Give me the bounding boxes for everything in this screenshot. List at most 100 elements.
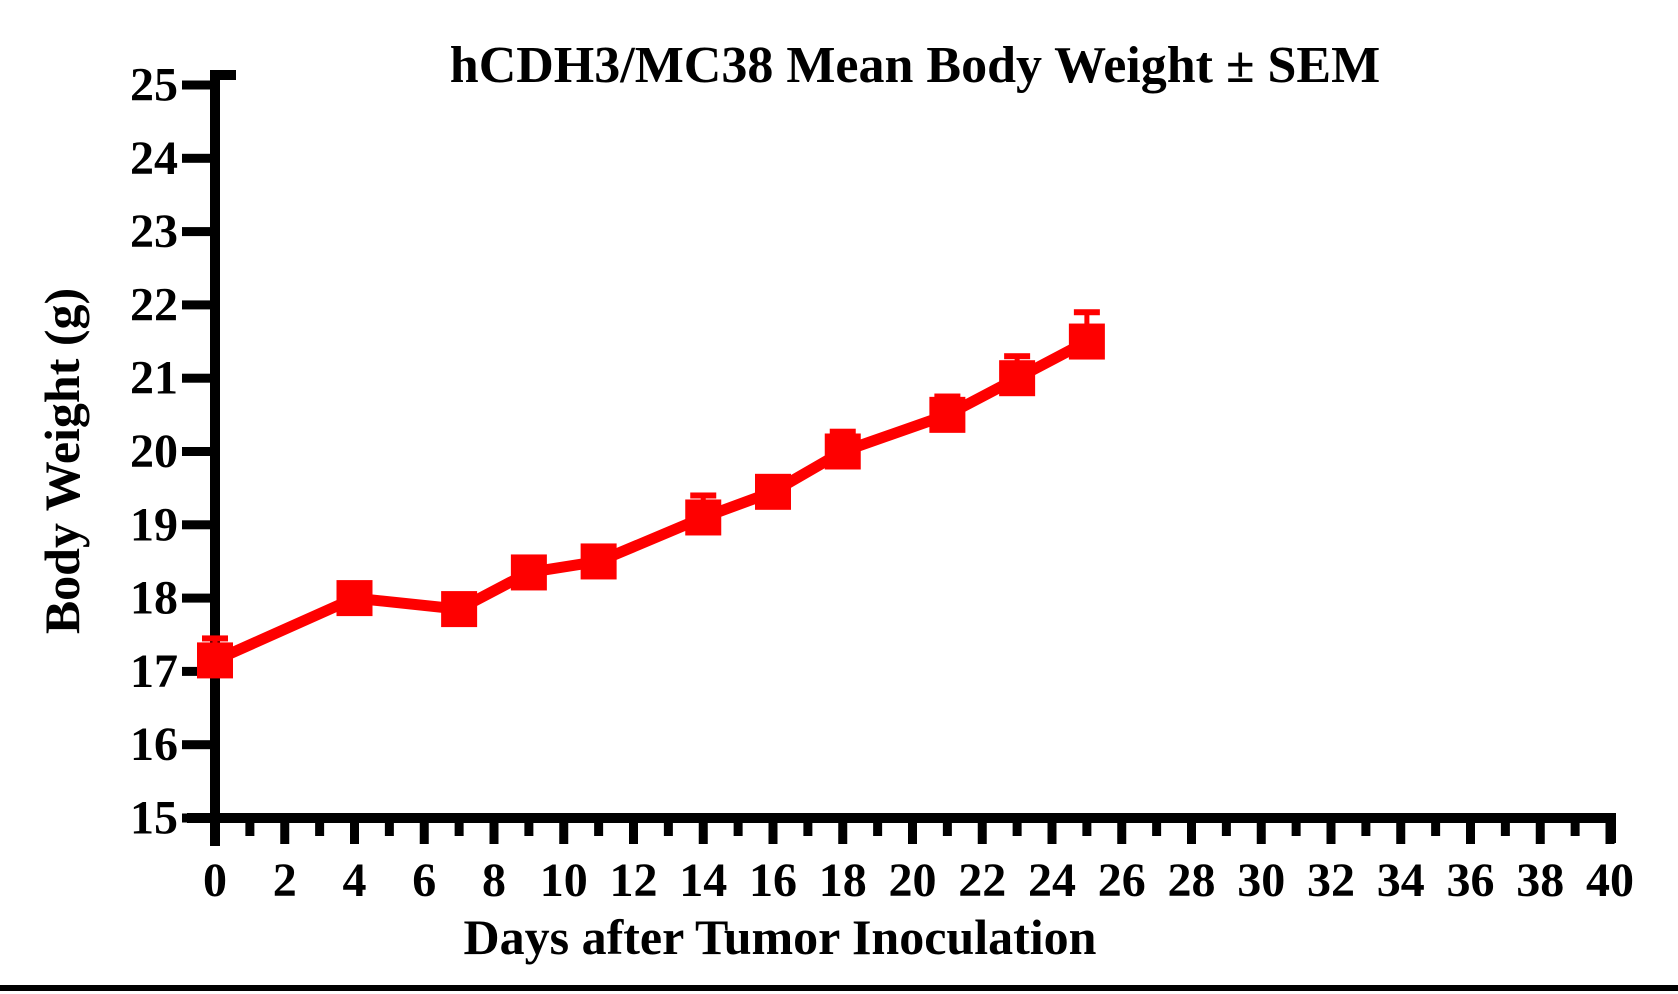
x-tick	[1500, 821, 1510, 836]
x-tick	[1466, 821, 1475, 844]
x-tick-label: 8	[482, 854, 506, 907]
data-point-marker	[336, 580, 373, 617]
x-tick	[280, 821, 290, 844]
data-points	[197, 323, 1105, 679]
x-tick-label: 26	[1098, 854, 1146, 907]
x-tick-label: 10	[540, 854, 588, 907]
x-tick	[873, 821, 883, 836]
data-point-marker	[510, 554, 547, 591]
y-tick-label: 17	[130, 645, 178, 698]
x-tick	[1187, 821, 1196, 844]
x-tick-label: 28	[1168, 854, 1216, 907]
error-bar-cap	[690, 492, 717, 499]
x-tick	[1152, 821, 1162, 836]
error-bar-cap	[1073, 309, 1100, 316]
x-tick-label: 40	[1586, 854, 1634, 907]
error-bar-cap	[1004, 353, 1031, 360]
x-tick-label: 30	[1237, 854, 1285, 907]
x-tick	[1012, 821, 1022, 836]
x-tick-label: 36	[1447, 854, 1495, 907]
y-tick	[182, 300, 210, 310]
y-tick	[182, 153, 210, 163]
data-point-marker	[685, 499, 722, 536]
y-tick-label: 20	[130, 425, 178, 478]
y-tick-label: 19	[130, 498, 178, 551]
x-tick	[1082, 821, 1092, 836]
y-tick-label: 21	[130, 352, 178, 405]
x-tick-label: 14	[679, 854, 727, 907]
x-tick	[768, 821, 778, 844]
x-tick	[1326, 821, 1336, 844]
y-tick-label: 25	[130, 59, 178, 112]
x-axis-title: Days after Tumor Inoculation	[463, 909, 1097, 965]
x-tick	[1396, 821, 1406, 844]
x-tick	[454, 821, 464, 836]
data-point-marker	[580, 543, 617, 580]
x-tick-label: 24	[1028, 854, 1076, 907]
x-tick-label: 2	[273, 854, 297, 907]
x-tick	[1361, 821, 1371, 836]
x-tick	[384, 821, 394, 836]
data-point-marker	[755, 473, 791, 510]
y-tick-label: 16	[130, 718, 178, 771]
x-tick	[245, 821, 255, 836]
y-tick	[182, 520, 210, 530]
x-tick-label: 0	[203, 854, 227, 907]
x-axis: 0 2 4 6 8 10 12 14 16 18 20 22 24 26 28 30 32 34 36 38 40	[187, 813, 1634, 907]
x-tick	[733, 821, 743, 836]
x-tick	[698, 821, 708, 844]
error-bar-cap	[202, 635, 228, 642]
bottom-divider-line	[0, 985, 1678, 991]
y-tick	[182, 740, 210, 750]
x-tick	[210, 821, 220, 844]
x-tick	[1605, 821, 1615, 844]
y-tick	[182, 373, 210, 383]
x-tick	[1117, 821, 1127, 844]
x-tick-label: 38	[1516, 854, 1564, 907]
x-tick	[559, 821, 569, 844]
y-tick-label: 23	[130, 205, 178, 258]
y-tick	[182, 593, 210, 603]
x-tick	[315, 821, 325, 836]
x-tick-label: 34	[1377, 854, 1425, 907]
y-tick-label: 22	[130, 278, 178, 331]
y-tick	[182, 80, 210, 90]
x-tick	[419, 821, 429, 844]
x-tick	[594, 821, 604, 836]
y-axis: 15 16 17 18 19 20 21 22 23 24 25	[130, 59, 236, 846]
x-tick	[1047, 821, 1057, 844]
x-tick	[1221, 821, 1231, 836]
x-tick-label: 22	[958, 854, 1006, 907]
error-bar-cap	[934, 393, 961, 400]
data-point-marker	[197, 642, 233, 679]
x-tick-label: 16	[749, 854, 797, 907]
chart-title: hCDH3/MC38 Mean Body Weight ± SEM	[449, 37, 1381, 94]
x-tick-label: 12	[610, 854, 658, 907]
data-point-marker	[929, 396, 966, 433]
x-tick-label: 6	[412, 854, 436, 907]
x-tick	[1431, 821, 1441, 836]
x-tick	[838, 821, 848, 844]
x-tick-label: 18	[819, 854, 867, 907]
x-tick	[663, 821, 673, 836]
data-point-marker	[999, 360, 1036, 397]
data-point-marker	[824, 433, 861, 470]
x-tick	[629, 821, 638, 844]
x-tick	[908, 821, 917, 844]
x-tick	[1535, 821, 1545, 844]
x-tick-label: 32	[1307, 854, 1355, 907]
x-tick	[489, 821, 499, 844]
y-tick	[182, 447, 210, 456]
y-tick-label: 18	[130, 572, 178, 625]
x-tick	[803, 821, 813, 836]
error-bar-cap	[829, 428, 856, 435]
x-tick	[942, 821, 952, 836]
y-tick-label: 15	[130, 792, 178, 845]
y-tick-label: 24	[130, 132, 178, 185]
data-point-marker	[441, 591, 478, 628]
y-tick	[182, 666, 210, 676]
data-point-marker	[1068, 323, 1105, 360]
x-tick	[1256, 821, 1266, 844]
